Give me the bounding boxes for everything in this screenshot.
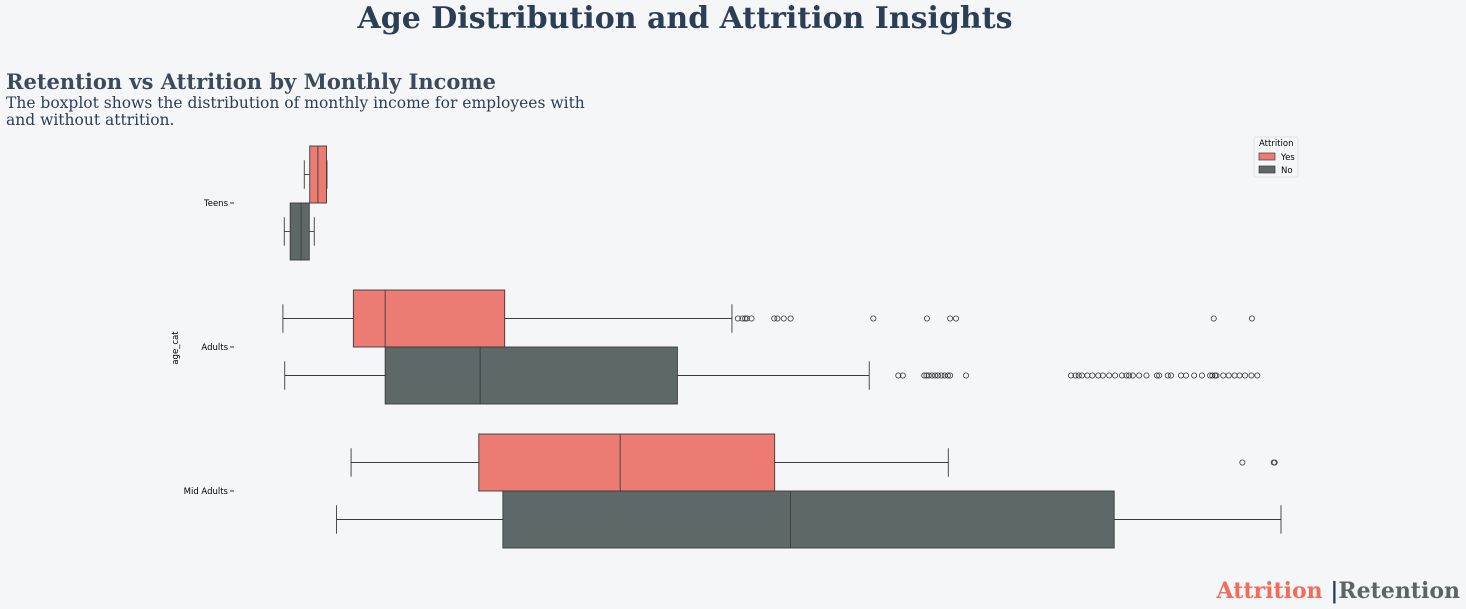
boxes-layer xyxy=(282,145,1282,549)
box-no-adults-outlier-17 xyxy=(1084,372,1091,379)
box-no-teens xyxy=(283,202,315,261)
chart-description: The boxplot shows the distribution of mo… xyxy=(6,94,585,129)
box-no-adults-outlier-22 xyxy=(1112,372,1119,379)
box-yes-mid-adults-iqr xyxy=(478,433,776,492)
box-no-adults-outlier-26 xyxy=(1129,372,1136,379)
box-no-adults-outlier-32 xyxy=(1168,372,1175,379)
box-no-adults-outlier-5 xyxy=(928,372,935,379)
box-yes-adults-iqr xyxy=(352,289,506,348)
box-yes-adults-outlier-8 xyxy=(787,315,794,322)
box-no-adults-iqr xyxy=(384,346,678,405)
footer-separator: | xyxy=(1330,578,1339,604)
legend-label-no: No xyxy=(1281,166,1293,176)
box-no-adults-outlier-40 xyxy=(1213,372,1220,379)
box-yes-adults-outlier-10 xyxy=(923,315,930,322)
legend-title: Attrition xyxy=(1259,139,1293,149)
box-no-adults-outlier-36 xyxy=(1198,372,1205,379)
box-no-adults-outlier-28 xyxy=(1143,372,1150,379)
box-no-adults-outlier-21 xyxy=(1106,372,1113,379)
legend-swatch-no xyxy=(1258,165,1276,174)
box-yes-adults-outlier-6 xyxy=(774,315,781,322)
box-no-adults-outlier-33 xyxy=(1178,372,1185,379)
box-yes-mid-adults xyxy=(350,433,1278,492)
box-no-mid-adults-iqr xyxy=(502,490,1115,549)
footer-retention-label: Retention xyxy=(1338,578,1460,604)
box-no-adults-outlier-38 xyxy=(1209,372,1216,379)
y-axis-label: age_cat xyxy=(171,331,181,365)
box-yes-teens xyxy=(303,145,328,204)
box-no-adults-outlier-6 xyxy=(932,372,939,379)
chart-title: Age Distribution and Attrition Insights xyxy=(357,1,1013,36)
box-no-adults-outlier-25 xyxy=(1126,372,1133,379)
y-tick-label-adults: Adults xyxy=(201,343,228,353)
footer-attrition-label: Attrition xyxy=(1216,578,1323,604)
box-no-adults-outlier-27 xyxy=(1136,372,1143,379)
box-no-adults-outlier-19 xyxy=(1095,372,1102,379)
box-no-adults-outlier-10 xyxy=(944,372,951,379)
box-no-adults-outlier-4 xyxy=(925,372,932,379)
y-axis: Teens Adults Mid Adults xyxy=(184,199,234,497)
box-yes-adults-outlier-5 xyxy=(771,315,778,322)
box-no-adults-outlier-41 xyxy=(1220,372,1227,379)
box-yes-adults-outlier-11 xyxy=(947,315,954,322)
box-no-adults-outlier-23 xyxy=(1118,372,1125,379)
box-yes-adults xyxy=(282,289,1255,348)
box-no-adults-outlier-31 xyxy=(1164,372,1171,379)
box-no-adults-outlier-7 xyxy=(934,372,941,379)
box-no-adults-outlier-11 xyxy=(947,372,954,379)
box-no-adults-outlier-1 xyxy=(899,372,906,379)
box-yes-adults-outlier-13 xyxy=(1210,315,1217,322)
box-yes-mid-adults-outlier-2 xyxy=(1271,459,1278,466)
box-yes-adults-outlier-1 xyxy=(739,315,746,322)
box-yes-adults-outlier-4 xyxy=(748,315,755,322)
box-no-teens-iqr xyxy=(289,202,310,261)
box-yes-adults-outlier-14 xyxy=(1248,315,1255,322)
footer-brand: Attrition |Retention xyxy=(1217,578,1460,604)
y-tick-label-mid-adults: Mid Adults xyxy=(184,487,229,497)
box-no-mid-adults xyxy=(336,490,1282,549)
box-no-adults-outlier-8 xyxy=(938,372,945,379)
box-no-adults-outlier-20 xyxy=(1099,372,1106,379)
box-yes-adults-outlier-7 xyxy=(780,315,787,322)
box-no-adults-outlier-30 xyxy=(1156,372,1163,379)
box-no-adults-outlier-2 xyxy=(921,372,928,379)
box-yes-adults-outlier-9 xyxy=(870,315,877,322)
box-no-adults xyxy=(284,346,1261,405)
box-no-adults-outlier-45 xyxy=(1242,372,1249,379)
box-yes-adults-outlier-0 xyxy=(734,315,741,322)
legend-swatch-yes xyxy=(1258,152,1276,161)
box-no-adults-outlier-12 xyxy=(963,372,970,379)
box-no-adults-outlier-16 xyxy=(1078,372,1085,379)
box-no-adults-outlier-42 xyxy=(1225,372,1232,379)
box-no-adults-outlier-14 xyxy=(1072,372,1079,379)
box-no-adults-outlier-0 xyxy=(895,372,902,379)
box-no-adults-outlier-44 xyxy=(1236,372,1243,379)
legend: Attrition Yes No xyxy=(1253,136,1299,178)
box-yes-adults-outlier-2 xyxy=(742,315,749,322)
box-no-adults-outlier-24 xyxy=(1123,372,1130,379)
box-no-adults-outlier-29 xyxy=(1153,372,1160,379)
legend-label-yes: Yes xyxy=(1280,153,1295,163)
box-no-adults-outlier-15 xyxy=(1075,372,1082,379)
box-yes-adults-outlier-12 xyxy=(953,315,960,322)
box-no-adults-outlier-43 xyxy=(1231,372,1238,379)
box-no-adults-outlier-47 xyxy=(1254,372,1261,379)
chart-subtitle: Retention vs Attrition by Monthly Income xyxy=(6,69,497,94)
box-no-adults-outlier-35 xyxy=(1191,372,1198,379)
box-yes-mid-adults-outlier-0 xyxy=(1239,459,1246,466)
box-no-adults-outlier-18 xyxy=(1089,372,1096,379)
box-yes-adults-outlier-3 xyxy=(743,315,750,322)
box-no-adults-outlier-13 xyxy=(1068,372,1075,379)
y-tick-label-teens: Teens xyxy=(203,199,229,209)
box-no-adults-outlier-46 xyxy=(1248,372,1255,379)
box-no-adults-outlier-34 xyxy=(1183,372,1190,379)
